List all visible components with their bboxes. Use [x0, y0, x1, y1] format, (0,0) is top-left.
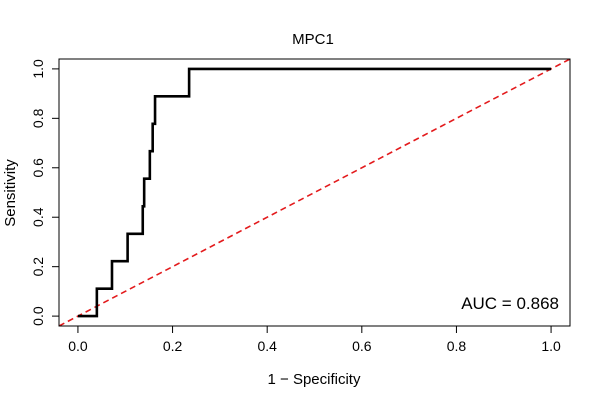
roc-curve-line [77, 67, 552, 318]
chart-title: MPC1 [292, 31, 334, 48]
y-axis: 0.0 0.2 0.4 0.6 0.8 1.0 [30, 59, 60, 326]
x-tick-label: 0.8 [447, 338, 467, 354]
x-tick-label: 0.2 [163, 338, 183, 354]
x-axis: 0.0 0.2 0.4 0.6 0.8 1.0 [68, 325, 561, 354]
y-tick-label: 0.6 [30, 158, 46, 178]
y-tick-label: 0.4 [30, 207, 46, 227]
x-axis-title: 1 − Specificity [268, 371, 361, 388]
x-tick-label: 1.0 [541, 338, 561, 354]
y-tick-label: 0.2 [30, 257, 46, 277]
y-tick-label: 0.0 [30, 306, 46, 326]
x-tick-label: 0.0 [68, 338, 88, 354]
x-tick-label: 0.4 [257, 338, 277, 354]
auc-annotation: AUC = 0.868 [461, 294, 559, 313]
y-axis-title: Sensitivity [2, 159, 19, 227]
x-tick-label: 0.6 [352, 338, 372, 354]
y-tick-label: 1.0 [30, 59, 46, 79]
y-tick-label: 0.8 [30, 108, 46, 128]
reference-diagonal-line [59, 59, 570, 326]
